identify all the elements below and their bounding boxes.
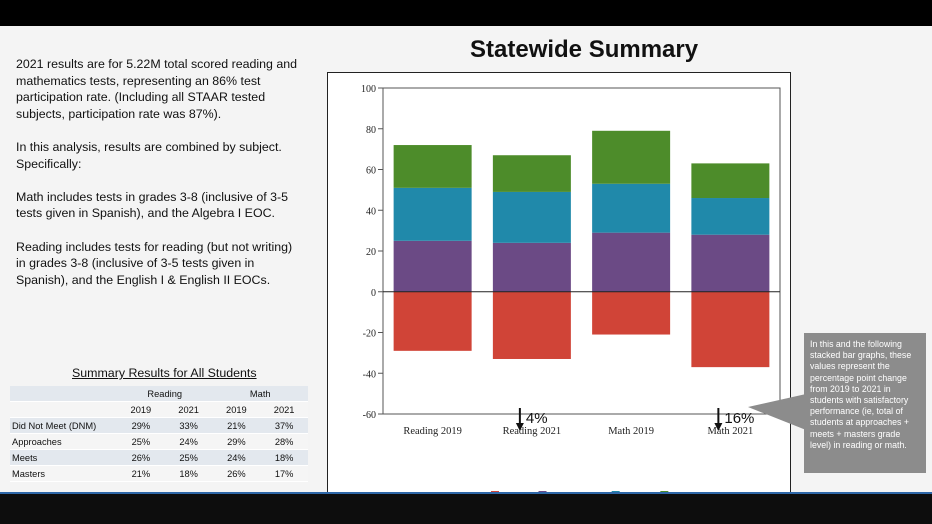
bar-segment-meets — [592, 183, 671, 233]
bar-segment-dnm — [492, 291, 571, 359]
y-tick-label: -20 — [363, 329, 376, 340]
bar-segment-dnm — [393, 291, 472, 351]
table-cell — [10, 386, 117, 402]
table-cell: 29% — [117, 417, 165, 434]
change-annotation: 4% — [526, 410, 548, 427]
table-row: Approaches 25% 24% 29% 28% — [10, 433, 308, 450]
bar-segment-meets — [691, 198, 770, 235]
table-cell: 33% — [164, 417, 213, 434]
intro-paragraph: In this analysis, results are combined b… — [16, 139, 282, 171]
table-cell: 37% — [260, 417, 308, 434]
stacked-bar-chart: -60 -40 -20 0 20 40 60 80 100 Reading 2019 Reading… — [361, 84, 781, 502]
table-row-label: Did Not Meet (DNM) — [10, 417, 117, 434]
summary-table: Reading Math 2019 2021 2019 2021 Did Not… — [10, 386, 308, 482]
x-tick-label: Math 2019 — [608, 426, 654, 437]
change-annotation: 16% — [724, 410, 754, 427]
table-header-row: Reading Math — [10, 386, 308, 402]
table-header-reading: Reading — [117, 386, 213, 402]
y-tick-label: -60 — [363, 410, 376, 421]
table-header-math: Math — [212, 386, 308, 402]
table-row-label: Meets — [10, 449, 117, 466]
table-cell: 26% — [117, 449, 165, 466]
table-cell: 28% — [260, 433, 308, 450]
bar-segment-masters — [393, 145, 472, 188]
table-year: 2021 — [164, 401, 213, 418]
down-arrow-head-icon — [515, 423, 524, 431]
bar-segment-meets — [492, 191, 571, 243]
bar-segment-approaches — [592, 232, 671, 292]
bar-segment-masters — [592, 130, 671, 184]
table-cell — [10, 401, 117, 418]
bar-segment-dnm — [592, 291, 671, 335]
x-tick-label: Reading 2019 — [403, 426, 462, 437]
footer-bar — [0, 494, 932, 524]
y-tick-label: 40 — [366, 206, 376, 217]
table-cell: 21% — [117, 465, 165, 482]
table-cell: 24% — [164, 433, 213, 450]
bar-segment-dnm — [691, 291, 770, 368]
table-year-row: 2019 2021 2019 2021 — [10, 401, 308, 418]
bar-segment-masters — [691, 163, 770, 199]
table-title: Summary Results for All Students — [72, 366, 257, 380]
table-cell: 18% — [164, 465, 213, 482]
y-tick-label: 80 — [366, 125, 376, 136]
table-cell: 29% — [212, 433, 261, 450]
table-cell: 25% — [117, 433, 165, 450]
note-callout: In this and the following stacked bar gr… — [804, 333, 926, 473]
bar-segment-approaches — [492, 242, 571, 292]
intro-paragraph: Reading includes tests for reading (but … — [16, 239, 293, 287]
table-year: 2021 — [260, 401, 308, 418]
table-cell: 25% — [164, 449, 213, 466]
table-row: Did Not Meet (DNM) 29% 33% 21% 37% — [10, 417, 308, 434]
table-year: 2019 — [212, 401, 261, 418]
y-tick-label: 0 — [371, 288, 376, 299]
bar-segment-approaches — [393, 240, 472, 292]
y-tick-label: 100 — [361, 84, 376, 95]
x-tick-label: Reading 2021 — [503, 426, 562, 437]
table-year: 2019 — [117, 401, 165, 418]
slide: 2021 results are for 5.22M total scored … — [0, 26, 932, 516]
intro-text: 2021 results are for 5.22M total scored … — [16, 56, 301, 305]
table-row: Meets 26% 25% 24% 18% — [10, 449, 308, 466]
y-tick-label: -40 — [363, 369, 376, 380]
y-tick-label: 60 — [366, 166, 376, 177]
bar-segment-approaches — [691, 234, 770, 292]
table-cell: 26% — [212, 465, 261, 482]
table-cell: 17% — [260, 465, 308, 482]
intro-paragraph: 2021 results are for 5.22M total scored … — [16, 57, 298, 121]
footer-line — [0, 492, 932, 495]
bar-segment-masters — [492, 155, 571, 192]
table-cell: 24% — [212, 449, 261, 466]
table-row-label: Approaches — [10, 433, 117, 450]
table-row-label: Masters — [10, 465, 117, 482]
down-arrow-head-icon — [714, 423, 723, 431]
chart-title: Statewide Summary — [470, 36, 699, 63]
x-tick-label: Math 2021 — [707, 426, 753, 437]
table-cell: 21% — [212, 417, 261, 434]
table-cell: 18% — [260, 449, 308, 466]
table-row: Masters 21% 18% 26% 17% — [10, 465, 308, 482]
intro-paragraph: Math includes tests in grades 3-8 (inclu… — [16, 189, 289, 221]
y-tick-label: 20 — [366, 247, 376, 258]
bar-segment-meets — [393, 187, 472, 241]
